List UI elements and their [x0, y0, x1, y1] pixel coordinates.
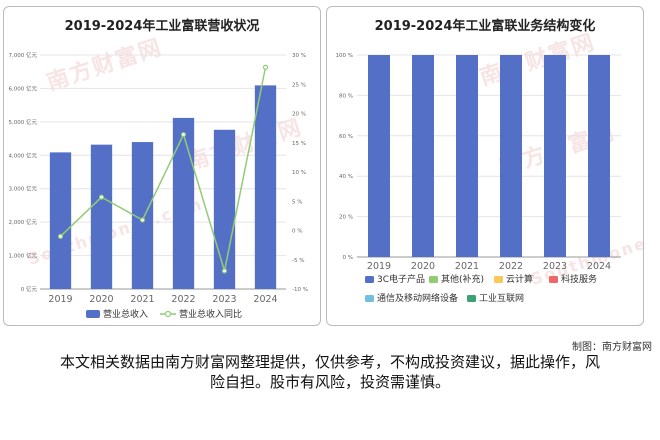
- y-tick-label: 1,000 亿元: [9, 252, 38, 260]
- y2-tick-label: 15 %: [292, 141, 306, 147]
- structure-bar-segment: [544, 55, 566, 257]
- yoy-growth-point: [180, 131, 187, 138]
- y2-tick-label: 10 %: [292, 170, 306, 176]
- x-tick-label: 2020: [411, 261, 435, 272]
- yoy-growth-line: [59, 67, 267, 272]
- y2-tick-label: -10 %: [292, 287, 308, 293]
- revenue-bar: [131, 142, 154, 289]
- x-tick-label: 2020: [89, 294, 113, 305]
- legend-label: 云计算: [506, 273, 533, 285]
- revenue-bar: [90, 144, 113, 289]
- disclaimer-text: 本文相关数据由南方财富网整理提供，仅供参考，不构成投资建议，据此操作，风险自担。…: [60, 353, 601, 391]
- legend-label: 其他(补充): [441, 273, 484, 285]
- x-tick-label: 2024: [587, 261, 611, 272]
- structure-chart-title: 2019-2024年工业富联业务结构变化: [374, 19, 596, 34]
- yoy-growth-point: [57, 233, 64, 239]
- x-tick-label: 2021: [455, 261, 479, 272]
- y-tick-label: 80 %: [339, 93, 353, 99]
- y-tick-label: 0 亿元: [21, 285, 38, 293]
- y-tick-label: 0 %: [343, 255, 353, 261]
- legend-swatch-revenue: [86, 310, 100, 318]
- y-tick-label: 40 %: [339, 174, 353, 180]
- y-tick-label: 7,000 亿元: [9, 51, 38, 59]
- legend-swatch: [467, 295, 476, 302]
- revenue-chart-title: 2019-2024年工业富联营收状况: [64, 19, 260, 34]
- structure-bar-segment: [412, 55, 434, 257]
- revenue-bar: [49, 152, 72, 289]
- legend-swatch-yoy-point: [164, 310, 172, 318]
- legend-label: 通信及移动网络设备: [377, 292, 458, 304]
- y2-tick-label: 25 %: [292, 82, 306, 88]
- revenue-chart: 0 亿元 1,000 亿元 2,000 亿元 3,000 亿元 4,000 亿元 5,00…: [9, 51, 308, 320]
- y2-tick-label: 30 %: [292, 53, 306, 59]
- legend-swatch: [429, 276, 438, 283]
- x-tick-label: 2022: [171, 294, 195, 305]
- revenue-bar: [213, 129, 236, 289]
- yoy-growth-point: [139, 217, 146, 223]
- y2-tick-label: 5 %: [292, 199, 302, 205]
- revenue-chart-panel: 2019-2024年工业富联营收状况 南方财富网 南方财富网 Southmone…: [3, 6, 321, 326]
- legend-swatch: [549, 276, 558, 283]
- y-tick-label: 20 %: [339, 215, 353, 221]
- y2-tick-label: 20 %: [292, 112, 306, 118]
- x-tick-label: 2019: [367, 261, 391, 272]
- x-tick-label: 2023: [543, 261, 567, 272]
- legend-swatch: [365, 276, 374, 283]
- structure-bar-segment: [456, 55, 478, 257]
- structure-bar-segment: [368, 55, 390, 257]
- structure-bar-segment: [588, 55, 610, 257]
- legend-swatch: [494, 276, 503, 283]
- structure-bar-segment: [500, 55, 522, 257]
- x-tick-label: 2019: [48, 294, 72, 305]
- yoy-growth-point: [221, 268, 228, 274]
- legend-label: 科技服务: [561, 273, 597, 285]
- y-tick-label: 6,000 亿元: [9, 84, 38, 92]
- y-tick-label: 5,000 亿元: [9, 118, 38, 126]
- y-tick-label: 100 %: [336, 53, 353, 59]
- revenue-bar: [172, 117, 195, 290]
- y-tick-label: 2,000 亿元: [9, 218, 38, 226]
- y-tick-label: 3,000 亿元: [9, 185, 38, 193]
- x-tick-label: 2021: [130, 294, 154, 305]
- y2-tick-label: 0 %: [292, 229, 302, 235]
- revenue-bar: [254, 85, 277, 290]
- legend-label-yoy: 营业总收入同比: [179, 308, 242, 320]
- yoy-growth-point: [98, 194, 105, 200]
- y-tick-label: 60 %: [339, 134, 353, 140]
- business-structure-chart-panel: 2019-2024年工业富联业务结构变化 南方财富网 南方财富网 Southmo…: [326, 6, 644, 326]
- x-tick-label: 2023: [212, 294, 236, 305]
- yoy-growth-point: [262, 64, 269, 70]
- legend-label: 3C电子产品: [377, 273, 425, 285]
- legend-swatch: [365, 295, 374, 302]
- y2-tick-label: -5 %: [292, 258, 304, 264]
- legend-label: 工业互联网: [479, 293, 524, 304]
- chart-credit: 制图：南方财富网: [572, 342, 652, 353]
- x-tick-label: 2022: [499, 261, 523, 272]
- y-tick-label: 4,000 亿元: [9, 151, 38, 159]
- legend-label-revenue: 营业总收入: [103, 308, 148, 320]
- structure-chart: 0 % 20 % 40 % 60 % 80 % 100 % 2019 2020 2021 2022…: [336, 53, 621, 304]
- x-tick-label: 2024: [253, 294, 277, 305]
